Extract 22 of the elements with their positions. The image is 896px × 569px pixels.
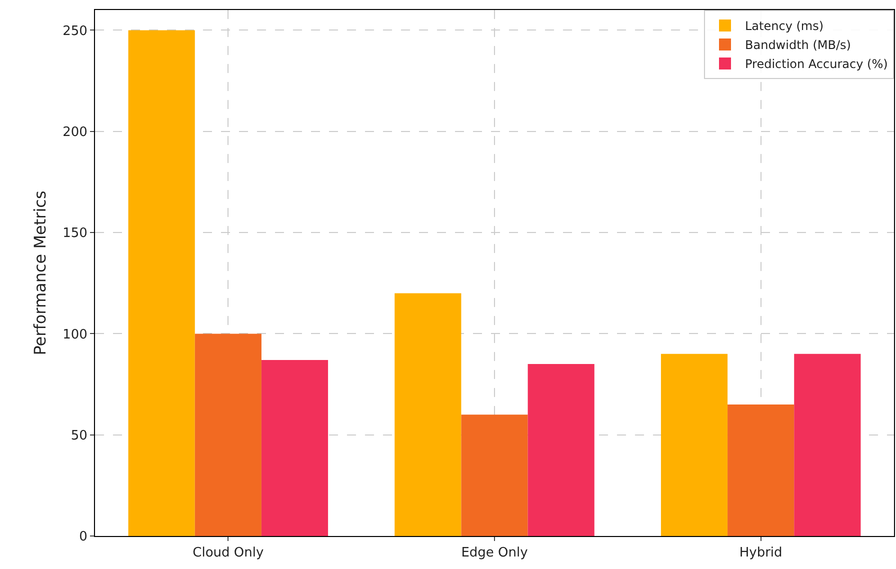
bar (128, 30, 195, 536)
y-tick-label: 250 (62, 24, 88, 39)
y-tick-label: 100 (62, 327, 88, 342)
legend-label: Bandwidth (MB/s) (745, 38, 851, 52)
y-tick-label: 200 (62, 124, 88, 140)
y-tick-label: 150 (62, 226, 88, 242)
bar (394, 293, 462, 536)
bar (194, 334, 262, 536)
x-tick-label: Hybrid (739, 546, 782, 561)
y-tick-label: 0 (79, 530, 88, 545)
bar (461, 414, 528, 536)
legend-label: Latency (ms) (745, 19, 824, 34)
bar (660, 354, 728, 536)
bar (728, 404, 794, 536)
bar (794, 354, 861, 536)
bar (261, 360, 328, 536)
y-tick-label: 50 (70, 428, 88, 444)
x-tick-label: Cloud Only (192, 546, 264, 561)
legend-label: Prediction Accuracy (%) (745, 57, 888, 72)
y-axis-title: Performance Metrics (30, 190, 50, 356)
x-tick-label: Edge Only (461, 546, 528, 561)
bar (528, 364, 594, 536)
